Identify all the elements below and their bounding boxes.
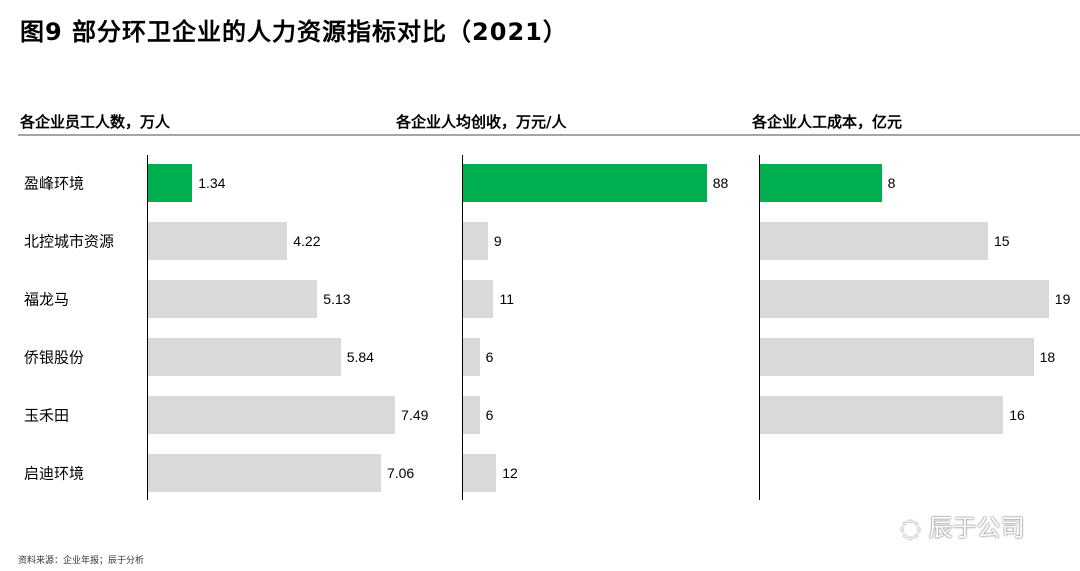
bar — [463, 222, 488, 260]
axis-line — [147, 155, 148, 500]
panel-title-revenue-per-capita: 各企业人均创收，万元/人 — [396, 113, 567, 131]
data-label: 7.06 — [386, 465, 415, 481]
data-label: 1.34 — [198, 175, 226, 191]
data-label: 16 — [1009, 407, 1025, 423]
data-label: 6 — [485, 407, 494, 423]
bar — [760, 396, 1004, 434]
category-label: 侨银股份 — [24, 348, 85, 367]
bar — [148, 396, 396, 434]
data-label: 5.84 — [346, 349, 374, 365]
category-label: 盈峰环境 — [24, 174, 85, 193]
data-label: 4.22 — [293, 233, 321, 249]
category-label: 启迪环境 — [24, 464, 85, 483]
bar — [148, 454, 381, 492]
bar — [148, 338, 341, 376]
bar — [463, 396, 480, 434]
panel-title-employees: 各企业员工人数，万人 — [20, 113, 171, 131]
bar — [463, 454, 497, 492]
bar — [760, 338, 1034, 376]
category-label: 玉禾田 — [24, 406, 70, 425]
data-label: 88 — [712, 175, 729, 191]
data-label: 9 — [493, 233, 502, 249]
header-divider — [18, 134, 1080, 136]
bar — [148, 164, 193, 202]
data-label: 19 — [1054, 291, 1071, 307]
data-label: 15 — [994, 233, 1010, 249]
panel-title-labor-cost: 各企业人工成本，亿元 — [752, 113, 903, 131]
data-label: 8 — [887, 175, 896, 191]
watermark-logo: ◌ 辰于公司 — [900, 514, 1025, 542]
data-label: 18 — [1039, 349, 1056, 365]
data-label: 11 — [499, 291, 515, 307]
category-label: 北控城市资源 — [24, 232, 115, 251]
source-note: 资料来源：企业年报；辰于分析 — [18, 556, 145, 566]
data-label: 5.13 — [323, 291, 351, 307]
bar — [148, 280, 318, 318]
axis-line — [759, 155, 760, 500]
bar — [760, 222, 988, 260]
category-label: 福龙马 — [24, 290, 70, 309]
bar — [760, 164, 882, 202]
bar — [463, 164, 707, 202]
bar — [760, 280, 1049, 318]
bar — [463, 338, 480, 376]
bar — [148, 222, 288, 260]
bar — [463, 280, 494, 318]
chart-title: 图9 部分环卫企业的人力资源指标对比（2021） — [20, 18, 568, 46]
data-label: 6 — [485, 349, 494, 365]
data-label: 7.49 — [401, 407, 429, 423]
axis-line — [462, 155, 463, 500]
data-label: 12 — [502, 465, 518, 481]
